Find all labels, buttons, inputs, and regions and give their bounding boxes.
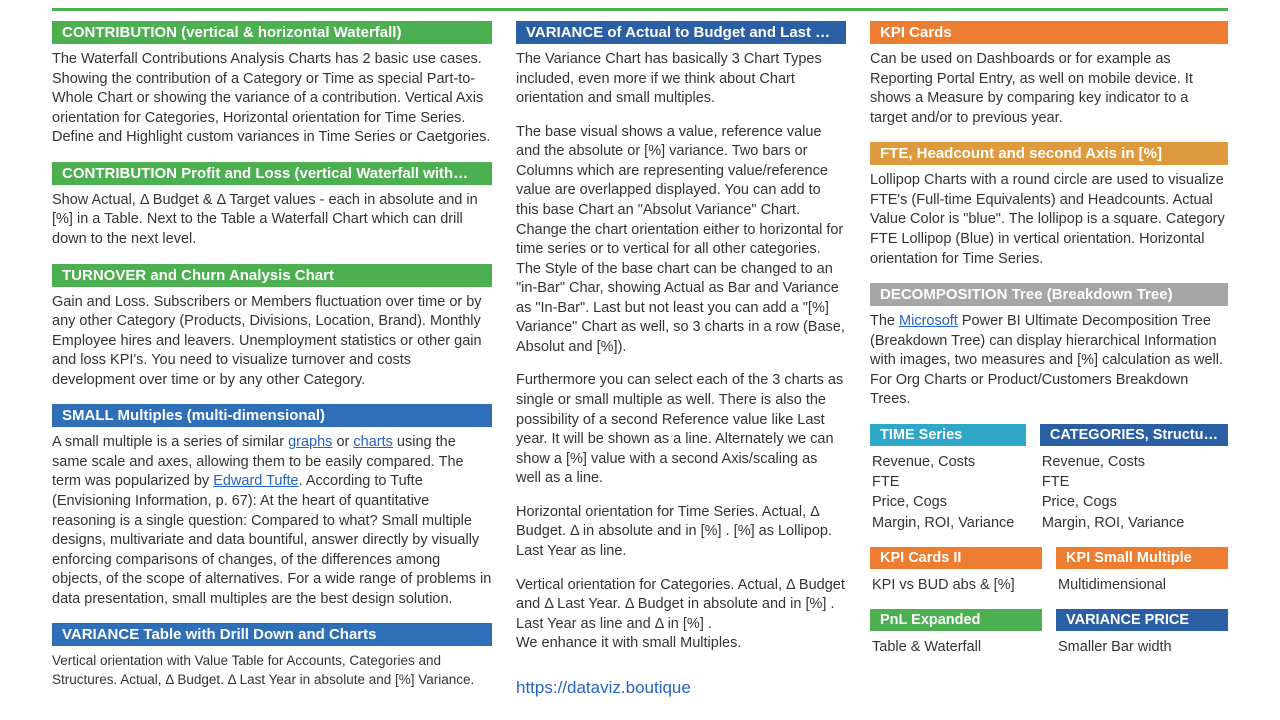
decomp-body: The Microsoft Power BI Ultimate Decompos… (870, 312, 1228, 410)
small-multiples-body: A small multiple is a series of similar … (52, 433, 492, 609)
time-series-body: Revenue, Costs FTE Price, Cogs Margin, R… (870, 452, 1026, 533)
kpi-small-header: KPI Small Multiple (1056, 547, 1228, 569)
time-series-block: TIME Series Revenue, Costs FTE Price, Co… (870, 424, 1026, 547)
kpi-small-body: Multidimensional (1056, 575, 1228, 595)
graphs-link[interactable]: graphs (288, 434, 332, 450)
var-price-block: VARIANCE PRICE Smaller Bar width (1056, 609, 1228, 671)
kpi-cards-header: KPI Cards (870, 21, 1228, 44)
categories-body: Revenue, Costs FTE Price, Cogs Margin, R… (1040, 452, 1228, 533)
sm-text-4: . According to Tufte (Envisioning Inform… (52, 473, 491, 606)
url-line[interactable]: https://dataviz.boutique (516, 678, 846, 698)
tufte-link[interactable]: Edward Tufte (213, 473, 298, 489)
var-price-body: Smaller Bar width (1056, 637, 1228, 657)
ts-l2: FTE (872, 472, 1024, 492)
decomp-header: DECOMPOSITION Tree (Breakdown Tree) (870, 283, 1228, 306)
variance-p2: The base visual shows a value, reference… (516, 123, 846, 358)
row-time-categories: TIME Series Revenue, Costs FTE Price, Co… (870, 424, 1228, 547)
variance-table-header: VARIANCE Table with Drill Down and Chart… (52, 623, 492, 646)
contribution-header: CONTRIBUTION (vertical & horizontal Wate… (52, 21, 492, 44)
small-multiples-header: SMALL Multiples (multi-dimensional) (52, 404, 492, 427)
contribution-pl-header: CONTRIBUTION Profit and Loss (vertical W… (52, 162, 492, 185)
categories-header: CATEGORIES, Structu… (1040, 424, 1228, 446)
categories-block: CATEGORIES, Structu… Revenue, Costs FTE … (1040, 424, 1228, 547)
kpi-cards-2-block: KPI Cards II KPI vs BUD abs & [%] (870, 547, 1042, 609)
pnl-body: Table & Waterfall (870, 637, 1042, 657)
column-left: CONTRIBUTION (vertical & horizontal Wate… (52, 21, 492, 703)
decomp-pre: The (870, 313, 899, 329)
cat-l4: Margin, ROI, Variance (1042, 513, 1226, 533)
fte-header: FTE, Headcount and second Axis in [%] (870, 142, 1228, 165)
row-kpi2-kpismall: KPI Cards II KPI vs BUD abs & [%] KPI Sm… (870, 547, 1228, 609)
kpi-cards-2-body: KPI vs BUD abs & [%] (870, 575, 1042, 595)
cat-l2: FTE (1042, 472, 1226, 492)
cat-l3: Price, Cogs (1042, 492, 1226, 512)
variance-p4: Horizontal orientation for Time Series. … (516, 503, 846, 562)
variance-p1: The Variance Chart has basically 3 Chart… (516, 50, 846, 109)
ts-l3: Price, Cogs (872, 492, 1024, 512)
variance-table-body: Vertical orientation with Value Table fo… (52, 652, 492, 688)
kpi-small-block: KPI Small Multiple Multidimensional (1056, 547, 1228, 609)
var-price-header: VARIANCE PRICE (1056, 609, 1228, 631)
turnover-body: Gain and Loss. Subscribers or Members fl… (52, 293, 492, 391)
ts-l4: Margin, ROI, Variance (872, 513, 1024, 533)
charts-link[interactable]: charts (353, 434, 393, 450)
pnl-header: PnL Expanded (870, 609, 1042, 631)
ts-l1: Revenue, Costs (872, 452, 1024, 472)
row-pnl-varprice: PnL Expanded Table & Waterfall VARIANCE … (870, 609, 1228, 671)
columns: CONTRIBUTION (vertical & horizontal Wate… (52, 21, 1228, 703)
kpi-cards-body: Can be used on Dashboards or for example… (870, 50, 1228, 128)
fte-body: Lollipop Charts with a round circle are … (870, 171, 1228, 269)
contribution-pl-body: Show Actual, Δ Budget & Δ Target values … (52, 191, 492, 250)
variance-p3: Furthermore you can select each of the 3… (516, 371, 846, 488)
contribution-body: The Waterfall Contributions Analysis Cha… (52, 50, 492, 148)
sm-text-1: A small multiple is a series of similar (52, 434, 288, 450)
cat-l1: Revenue, Costs (1042, 452, 1226, 472)
kpi-cards-2-header: KPI Cards II (870, 547, 1042, 569)
variance-header: VARIANCE of Actual to Budget and Last … (516, 21, 846, 44)
column-right: KPI Cards Can be used on Dashboards or f… (870, 21, 1228, 703)
time-series-header: TIME Series (870, 424, 1026, 446)
microsoft-link[interactable]: Microsoft (899, 313, 958, 329)
variance-p5: Vertical orientation for Categories. Act… (516, 576, 846, 654)
top-rule (52, 8, 1228, 11)
column-middle: VARIANCE of Actual to Budget and Last … … (516, 21, 846, 703)
pnl-block: PnL Expanded Table & Waterfall (870, 609, 1042, 671)
sm-text-2: or (332, 434, 353, 450)
turnover-header: TURNOVER and Churn Analysis Chart (52, 264, 492, 287)
